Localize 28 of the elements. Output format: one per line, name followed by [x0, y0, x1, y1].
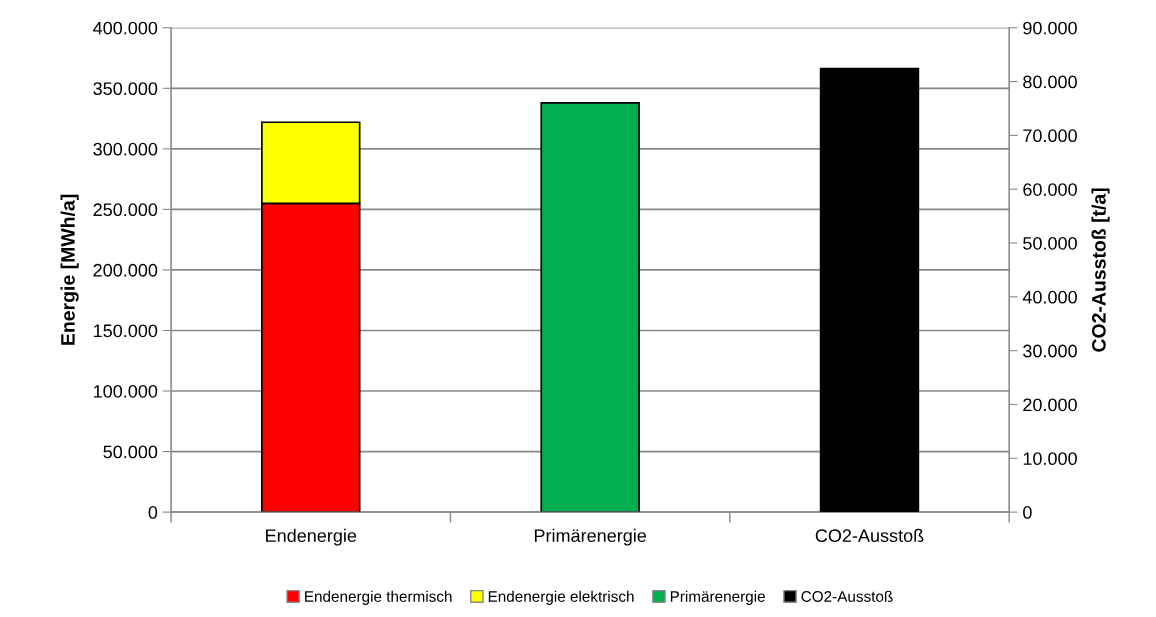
- y-tick-label: 50.000: [103, 445, 158, 459]
- y-tick-label: 250.000: [93, 203, 158, 217]
- legend-label: Endenergie elektrisch: [488, 590, 634, 605]
- y2-tick-label: 20.000: [1023, 398, 1077, 412]
- y2-tick-label: 50.000: [1023, 236, 1077, 250]
- y2-tick-label: 90.000: [1023, 21, 1077, 35]
- x-tick-label: Primärenergie: [534, 528, 647, 546]
- y2-tick-label: 0: [1023, 506, 1032, 519]
- y2-axis-title: CO2-Ausstoß [t/a]: [1091, 188, 1110, 352]
- y2-tick-label: 30.000: [1023, 344, 1077, 358]
- y-tick-label: 0: [148, 506, 158, 519]
- y-tick-label: 350.000: [93, 82, 158, 96]
- y2-tick-label: 10.000: [1023, 452, 1077, 466]
- legend-label: Endenergie thermisch: [305, 590, 452, 605]
- y-tick-label: 300.000: [93, 142, 158, 156]
- y2-tick-label: 40.000: [1022, 290, 1077, 304]
- x-tick-label: Endenergie: [266, 528, 357, 546]
- y-tick-label: 200.000: [93, 263, 158, 277]
- y-axis-title: Energie [MWh/a]: [60, 194, 79, 345]
- y-tick-label: 150.000: [94, 324, 158, 338]
- y-tick-label: 400.000: [93, 21, 158, 35]
- y2-tick-label: 60.000: [1023, 183, 1077, 196]
- x-tick-label: CO2-Ausstoß: [815, 528, 924, 543]
- y-tick-label: 100.000: [94, 384, 158, 398]
- legend-label: Primärenergie: [670, 590, 765, 605]
- legend-label: CO2-Ausstoß: [801, 590, 893, 602]
- y2-tick-label: 80.000: [1023, 75, 1077, 89]
- y2-tick-label: 70.000: [1023, 129, 1077, 143]
